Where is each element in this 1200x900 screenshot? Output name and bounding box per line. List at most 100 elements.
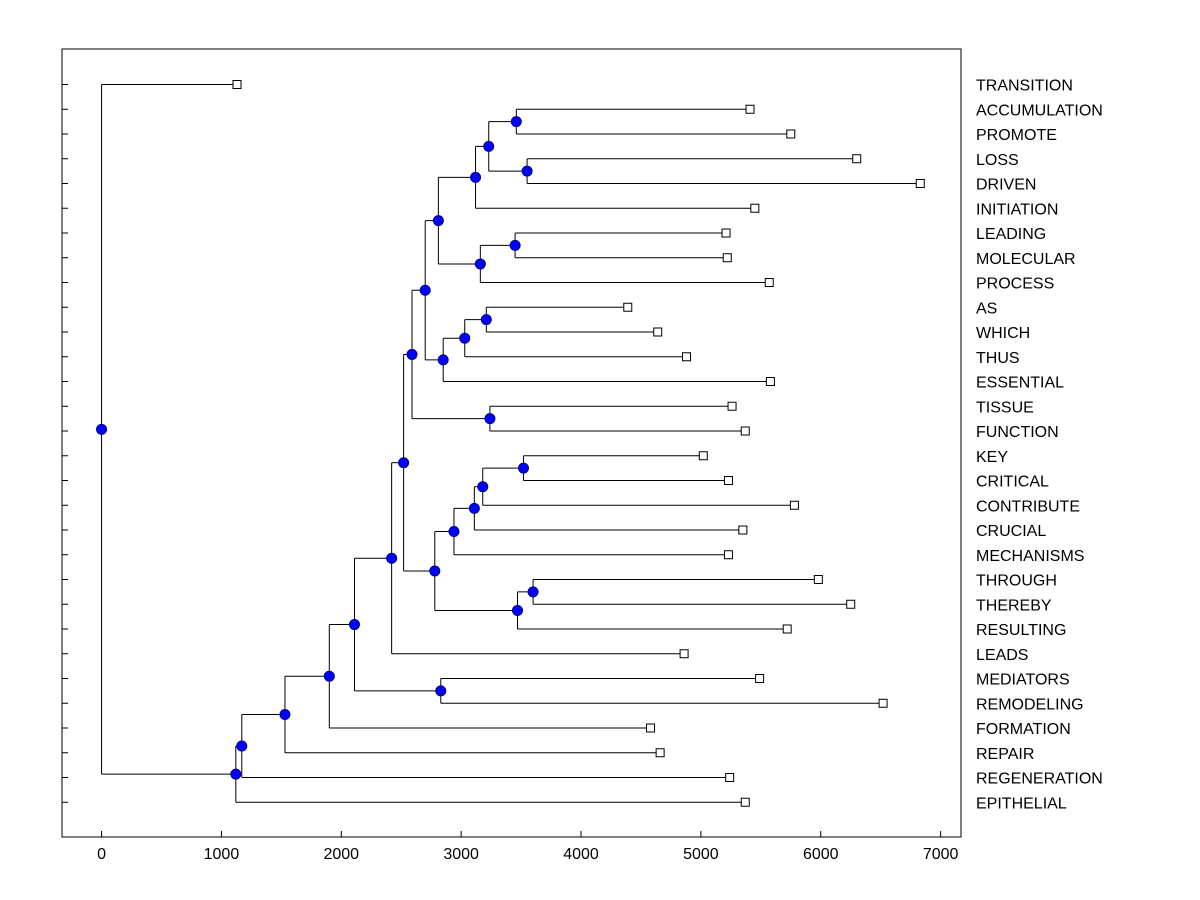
leaf-marker bbox=[786, 129, 796, 139]
leaf-marker bbox=[723, 476, 733, 485]
leaf-marker bbox=[698, 451, 708, 461]
leaf-marker bbox=[679, 649, 689, 659]
leaf-marker bbox=[782, 624, 792, 634]
x-tick-label: 3000 bbox=[443, 846, 479, 863]
leaf-label: EPITHELIAL bbox=[976, 795, 1067, 812]
leaf-marker bbox=[232, 80, 242, 89]
merge-node bbox=[474, 258, 486, 270]
merge-node bbox=[521, 165, 533, 177]
merge-node bbox=[386, 552, 398, 564]
leaf-marker bbox=[755, 674, 765, 683]
merge-node bbox=[459, 332, 471, 344]
leaf-label: INITIATION bbox=[976, 201, 1058, 218]
merge-node bbox=[406, 348, 418, 360]
merge-node bbox=[470, 171, 482, 183]
leaf-marker bbox=[722, 253, 732, 263]
leaf-label: MECHANISMS bbox=[976, 548, 1084, 565]
leaf-marker bbox=[721, 228, 731, 238]
leaf-markers bbox=[232, 80, 925, 807]
merge-node bbox=[419, 284, 431, 296]
x-tick-label: 1000 bbox=[204, 846, 240, 863]
merge-node bbox=[435, 685, 447, 697]
merge-nodes bbox=[96, 116, 539, 780]
dendrogram-links bbox=[101, 84, 921, 803]
leaf-marker bbox=[915, 179, 925, 188]
leaf-marker bbox=[750, 203, 760, 213]
leaf-marker bbox=[623, 302, 633, 312]
leaf-marker bbox=[878, 698, 888, 708]
leaf-label: FUNCTION bbox=[976, 424, 1059, 441]
merge-node bbox=[279, 709, 291, 721]
leaf-label: KEY bbox=[976, 449, 1008, 466]
merge-node bbox=[230, 768, 242, 780]
leaf-marker bbox=[764, 278, 774, 287]
leaf-label: MOLECULAR bbox=[976, 251, 1076, 268]
x-tick-label: 7000 bbox=[923, 846, 959, 863]
leaf-label: AS bbox=[976, 300, 997, 317]
leaf-marker bbox=[655, 748, 665, 758]
x-tick-label: 6000 bbox=[803, 846, 839, 863]
leaf-label: CRUCIAL bbox=[976, 523, 1046, 540]
leaf-label: THROUGH bbox=[976, 573, 1057, 590]
chart-axes: 0 1000 2000 3000 4000 5000 6000 7000 bbox=[61, 48, 962, 863]
leaf-marker bbox=[740, 797, 750, 807]
merge-node bbox=[509, 239, 521, 251]
leaf-marker bbox=[740, 426, 750, 436]
x-tick-label: 5000 bbox=[683, 846, 719, 863]
leaf-label: REPAIR bbox=[976, 746, 1034, 763]
x-tick-label: 0 bbox=[97, 846, 106, 863]
leaf-marker bbox=[727, 401, 737, 411]
leaf-marker bbox=[738, 525, 748, 535]
merge-node bbox=[517, 462, 529, 474]
plot-frame bbox=[61, 48, 962, 838]
merge-node bbox=[483, 140, 495, 152]
leaf-label: REGENERATION bbox=[976, 771, 1103, 788]
merge-node bbox=[480, 314, 492, 326]
leaf-marker bbox=[846, 599, 856, 609]
leaf-label: THUS bbox=[976, 350, 1020, 367]
leaf-label: RESULTING bbox=[976, 622, 1066, 639]
leaf-marker bbox=[653, 327, 663, 337]
leaf-label: ACCUMULATION bbox=[976, 102, 1103, 119]
merge-node bbox=[429, 565, 441, 577]
leaf-label: TRANSITION bbox=[976, 78, 1073, 95]
leaf-label: MEDIATORS bbox=[976, 672, 1070, 689]
merge-node bbox=[236, 740, 248, 752]
leaf-label: CONTRIBUTE bbox=[976, 498, 1080, 515]
leaf-marker bbox=[813, 575, 823, 584]
leaf-marker bbox=[723, 550, 733, 560]
x-tick-label: 2000 bbox=[323, 846, 359, 863]
merge-node bbox=[484, 413, 496, 425]
leaf-label: PROMOTE bbox=[976, 127, 1057, 144]
leaf-label: PROCESS bbox=[976, 276, 1054, 293]
leaf-label: WHICH bbox=[976, 325, 1030, 342]
leaf-label: REMODELING bbox=[976, 696, 1084, 713]
leaf-marker bbox=[646, 723, 656, 733]
x-tick-label: 4000 bbox=[563, 846, 599, 863]
leaf-marker bbox=[682, 352, 692, 362]
leaf-marker bbox=[789, 500, 799, 510]
merge-node bbox=[432, 215, 444, 227]
leaf-marker bbox=[725, 773, 735, 782]
merge-node bbox=[510, 116, 522, 128]
merge-node bbox=[468, 502, 480, 514]
leaf-marker bbox=[852, 154, 862, 164]
leaf-label: LOSS bbox=[976, 152, 1019, 169]
leaf-marker bbox=[745, 104, 755, 114]
leaf-label: LEADS bbox=[976, 647, 1028, 664]
leaf-label: ESSENTIAL bbox=[976, 375, 1064, 392]
leaf-label: DRIVEN bbox=[976, 177, 1036, 194]
leaf-label: CRITICAL bbox=[976, 474, 1049, 491]
leaf-label: THEREBY bbox=[976, 597, 1052, 614]
leaf-labels: TRANSITION ACCUMULATION PROMOTE LOSS DRIVEN I… bbox=[976, 78, 1103, 813]
leaf-label: LEADING bbox=[976, 226, 1046, 243]
merge-node bbox=[527, 586, 539, 598]
merge-node bbox=[477, 481, 489, 493]
merge-node bbox=[323, 670, 335, 682]
leaf-marker bbox=[765, 377, 775, 386]
merge-node bbox=[437, 354, 449, 366]
merge-node bbox=[448, 526, 460, 538]
leaf-label: FORMATION bbox=[976, 721, 1071, 738]
merge-node bbox=[398, 457, 410, 469]
